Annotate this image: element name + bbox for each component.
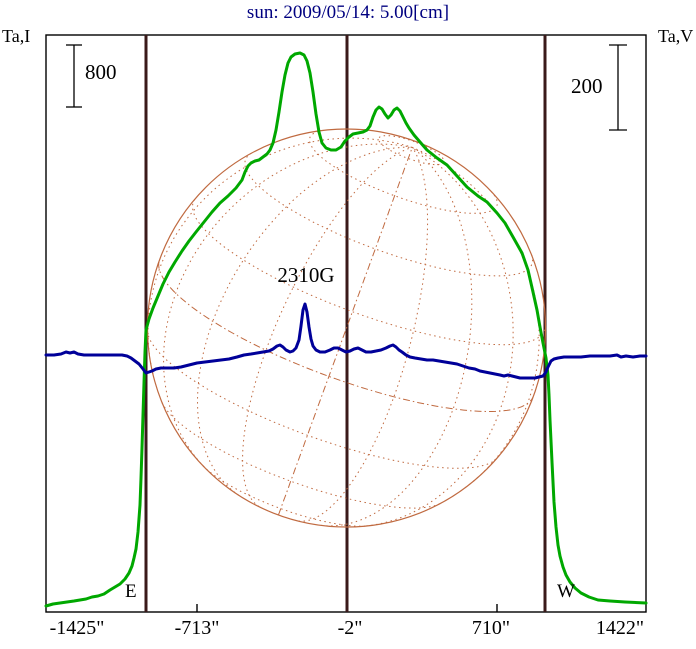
solar-latitude-gridline <box>192 198 546 346</box>
chart-title: sun: 2009/05/14: 5.00[cm] <box>246 2 450 23</box>
solar-latitude-gridline <box>202 465 369 527</box>
solar-central-meridian-gridline <box>277 147 413 516</box>
x-tick-label: -2" <box>337 617 363 639</box>
left-axis-label: Ta,I <box>2 26 31 46</box>
intensity-curve <box>44 51 648 608</box>
solar-latitude-gridline <box>378 135 445 166</box>
polarization-curve <box>44 302 648 380</box>
solar-latitude-gridline <box>161 402 441 509</box>
solar-meridian-gridline <box>412 146 540 489</box>
solar-latitude-gridline <box>147 330 498 469</box>
east-limb-label: E <box>125 581 137 602</box>
solar-meridian-gridline <box>321 147 473 527</box>
x-tick-label: 710" <box>471 617 511 639</box>
magnetic-field-annotation: 2310G <box>277 263 335 287</box>
x-tick-label: 1422" <box>595 617 645 639</box>
right-axis-label: Ta,V <box>658 26 694 46</box>
x-tick-label: -1425" <box>49 617 105 639</box>
right-scalebar-value: 200 <box>571 74 603 98</box>
right-scalebar <box>609 44 627 131</box>
solar-latitude-gridline <box>244 152 534 277</box>
solar-meridian-gridline <box>196 146 413 496</box>
solar-meridian-gridline <box>298 147 429 522</box>
x-tick-label: -713" <box>174 617 220 639</box>
left-scalebar-value: 800 <box>85 60 117 84</box>
west-limb-label: W <box>557 581 575 602</box>
solar-meridian-gridline <box>242 146 413 508</box>
left-scalebar <box>66 44 82 108</box>
solar-equator-gridline <box>158 261 534 412</box>
solar-meridian-gridline <box>147 137 413 375</box>
